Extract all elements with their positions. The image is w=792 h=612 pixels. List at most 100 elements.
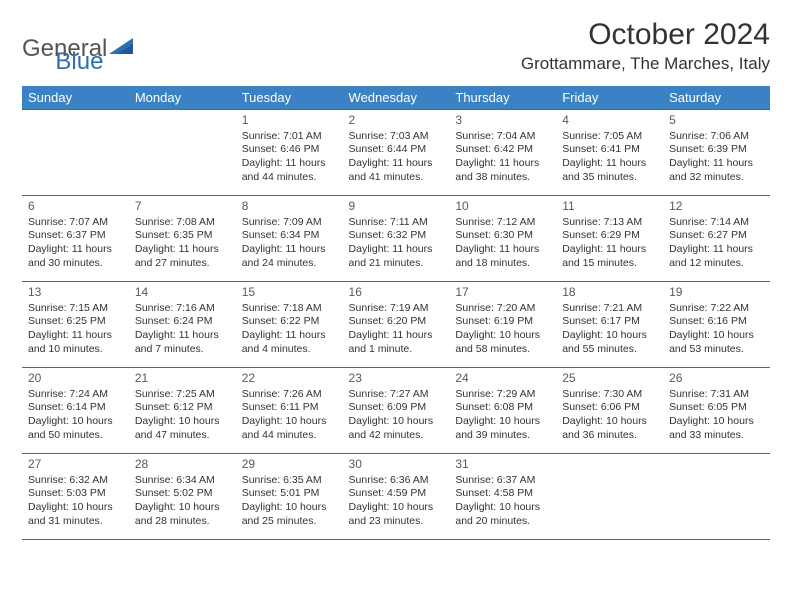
sunset-text: Sunset: 6:11 PM [242,401,337,415]
sunrise-text: Sunrise: 7:15 AM [28,302,123,316]
day-number: 14 [135,285,230,301]
sunrise-text: Sunrise: 7:19 AM [349,302,444,316]
daylight2-text: and 33 minutes. [669,429,764,443]
day-number: 18 [562,285,657,301]
day-cell: 15Sunrise: 7:18 AMSunset: 6:22 PMDayligh… [236,282,343,368]
sunset-text: Sunset: 5:03 PM [28,487,123,501]
daylight1-text: Daylight: 10 hours [349,501,444,515]
daylight1-text: Daylight: 10 hours [242,415,337,429]
daylight2-text: and 12 minutes. [669,257,764,271]
sunset-text: Sunset: 6:08 PM [455,401,550,415]
sunrise-text: Sunrise: 7:18 AM [242,302,337,316]
daylight1-text: Daylight: 10 hours [455,415,550,429]
day-number: 30 [349,457,444,473]
daylight2-text: and 50 minutes. [28,429,123,443]
sunrise-text: Sunrise: 7:13 AM [562,216,657,230]
day-cell: 5Sunrise: 7:06 AMSunset: 6:39 PMDaylight… [663,110,770,196]
table-row: 20Sunrise: 7:24 AMSunset: 6:14 PMDayligh… [22,368,770,454]
daylight2-text: and 44 minutes. [242,171,337,185]
sunrise-text: Sunrise: 7:03 AM [349,130,444,144]
sunset-text: Sunset: 5:02 PM [135,487,230,501]
daylight2-text: and 18 minutes. [455,257,550,271]
daylight1-text: Daylight: 11 hours [455,243,550,257]
sunset-text: Sunset: 6:44 PM [349,143,444,157]
page-header: General Blue October 2024 Grottammare, T… [22,18,770,76]
sunset-text: Sunset: 6:39 PM [669,143,764,157]
day-cell: 2Sunrise: 7:03 AMSunset: 6:44 PMDaylight… [343,110,450,196]
daylight1-text: Daylight: 11 hours [349,157,444,171]
title-block: October 2024 Grottammare, The Marches, I… [521,18,770,74]
daylight1-text: Daylight: 10 hours [562,329,657,343]
daylight1-text: Daylight: 10 hours [135,415,230,429]
day-number: 16 [349,285,444,301]
daylight2-text: and 30 minutes. [28,257,123,271]
location-text: Grottammare, The Marches, Italy [521,54,770,74]
day-cell: 18Sunrise: 7:21 AMSunset: 6:17 PMDayligh… [556,282,663,368]
sunrise-text: Sunrise: 7:26 AM [242,388,337,402]
sunrise-text: Sunrise: 7:01 AM [242,130,337,144]
daylight1-text: Daylight: 10 hours [28,415,123,429]
daylight2-text: and 20 minutes. [455,515,550,529]
daylight2-text: and 27 minutes. [135,257,230,271]
sunrise-text: Sunrise: 7:09 AM [242,216,337,230]
sunrise-text: Sunrise: 7:12 AM [455,216,550,230]
daylight2-text: and 44 minutes. [242,429,337,443]
logo-triangle-icon [109,35,135,63]
sunrise-text: Sunrise: 7:30 AM [562,388,657,402]
daylight1-text: Daylight: 11 hours [135,329,230,343]
daylight1-text: Daylight: 11 hours [562,243,657,257]
day-cell: 25Sunrise: 7:30 AMSunset: 6:06 PMDayligh… [556,368,663,454]
col-saturday: Saturday [663,86,770,110]
daylight1-text: Daylight: 10 hours [669,329,764,343]
daylight1-text: Daylight: 11 hours [349,329,444,343]
day-number: 13 [28,285,123,301]
day-cell: 28Sunrise: 6:34 AMSunset: 5:02 PMDayligh… [129,454,236,540]
daylight1-text: Daylight: 11 hours [669,243,764,257]
table-row: 13Sunrise: 7:15 AMSunset: 6:25 PMDayligh… [22,282,770,368]
day-number: 9 [349,199,444,215]
sunset-text: Sunset: 6:12 PM [135,401,230,415]
sunset-text: Sunset: 4:58 PM [455,487,550,501]
daylight2-text: and 35 minutes. [562,171,657,185]
sunrise-text: Sunrise: 6:36 AM [349,474,444,488]
daylight1-text: Daylight: 11 hours [28,243,123,257]
day-number: 4 [562,113,657,129]
daylight2-text: and 15 minutes. [562,257,657,271]
day-number: 20 [28,371,123,387]
day-cell: 12Sunrise: 7:14 AMSunset: 6:27 PMDayligh… [663,196,770,282]
calendar-table: Sunday Monday Tuesday Wednesday Thursday… [22,86,770,540]
day-number: 12 [669,199,764,215]
sunrise-text: Sunrise: 7:22 AM [669,302,764,316]
daylight1-text: Daylight: 11 hours [242,329,337,343]
col-sunday: Sunday [22,86,129,110]
sunset-text: Sunset: 5:01 PM [242,487,337,501]
daylight2-text: and 38 minutes. [455,171,550,185]
sunrise-text: Sunrise: 6:35 AM [242,474,337,488]
daylight2-text: and 24 minutes. [242,257,337,271]
sunset-text: Sunset: 6:09 PM [349,401,444,415]
brand-logo: General Blue [22,18,103,76]
daylight2-text: and 39 minutes. [455,429,550,443]
col-monday: Monday [129,86,236,110]
day-number: 1 [242,113,337,129]
daylight2-text: and 42 minutes. [349,429,444,443]
daylight2-text: and 4 minutes. [242,343,337,357]
daylight2-text: and 31 minutes. [28,515,123,529]
day-number: 17 [455,285,550,301]
daylight1-text: Daylight: 11 hours [242,243,337,257]
sunset-text: Sunset: 6:27 PM [669,229,764,243]
sunrise-text: Sunrise: 7:20 AM [455,302,550,316]
sunset-text: Sunset: 6:41 PM [562,143,657,157]
daylight2-text: and 10 minutes. [28,343,123,357]
day-cell: 27Sunrise: 6:32 AMSunset: 5:03 PMDayligh… [22,454,129,540]
daylight1-text: Daylight: 10 hours [349,415,444,429]
day-cell: 19Sunrise: 7:22 AMSunset: 6:16 PMDayligh… [663,282,770,368]
sunrise-text: Sunrise: 7:07 AM [28,216,123,230]
sunrise-text: Sunrise: 7:24 AM [28,388,123,402]
sunrise-text: Sunrise: 7:21 AM [562,302,657,316]
sunrise-text: Sunrise: 7:29 AM [455,388,550,402]
sunrise-text: Sunrise: 7:31 AM [669,388,764,402]
day-number: 2 [349,113,444,129]
daylight2-text: and 41 minutes. [349,171,444,185]
sunrise-text: Sunrise: 7:11 AM [349,216,444,230]
